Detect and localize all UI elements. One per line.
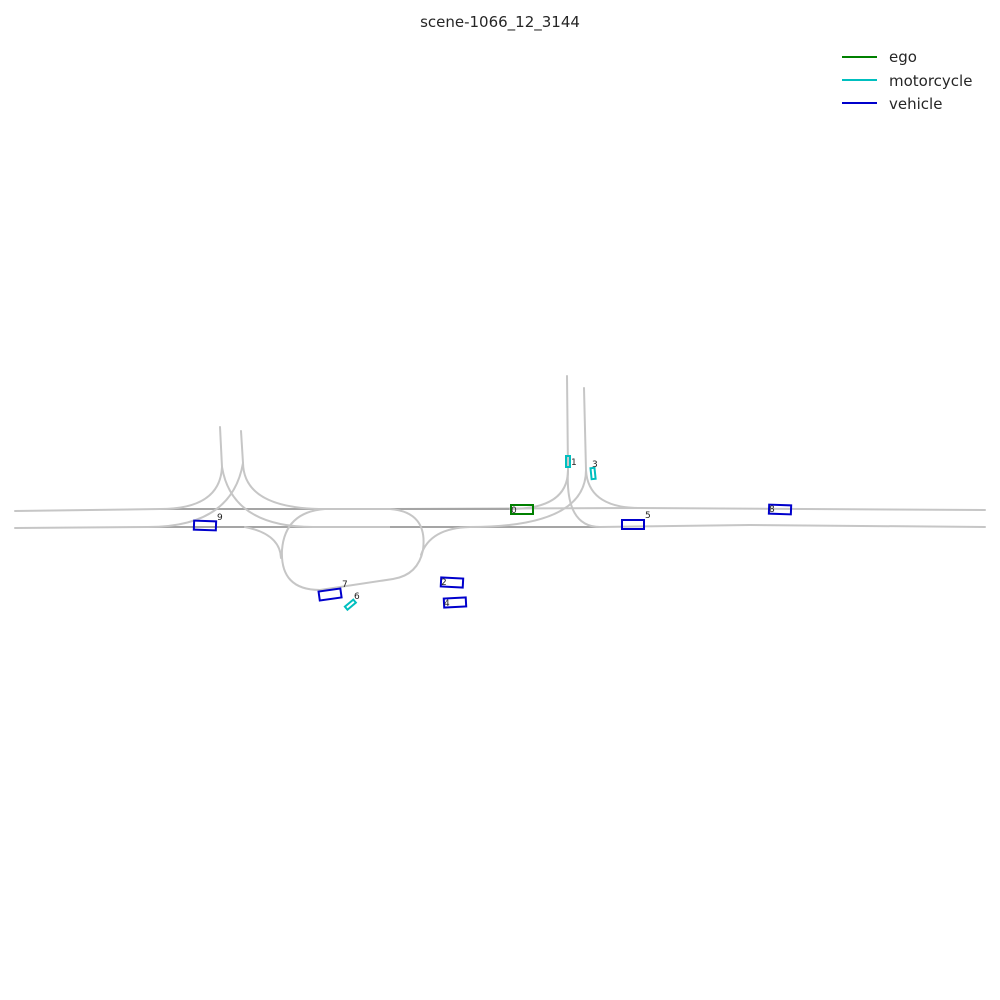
agent-box xyxy=(510,504,534,515)
legend-label: vehicle xyxy=(889,95,942,113)
agent-id-label: 1 xyxy=(571,458,577,468)
agent-id-label: 6 xyxy=(354,592,360,602)
lane-west-north-1 xyxy=(219,426,223,468)
agent-4[interactable]: 4 xyxy=(442,596,468,609)
agent-box xyxy=(192,519,218,532)
agent-box xyxy=(442,596,468,609)
lane-west-turn-c xyxy=(221,466,314,528)
agent-box xyxy=(565,455,571,468)
agent-2[interactable]: 2 xyxy=(439,576,465,589)
agent-box xyxy=(439,576,465,589)
agent-id-label: 2 xyxy=(441,578,447,588)
lane-east-turn-c xyxy=(566,469,601,528)
agent-id-label: 7 xyxy=(342,580,348,590)
agent-box xyxy=(767,503,793,516)
agent-box xyxy=(589,466,597,481)
agent-id-label: 5 xyxy=(645,511,651,521)
agent-1[interactable]: 1 xyxy=(565,455,577,468)
agents: 0 1 2 3 4 5 6 xyxy=(192,455,793,612)
lane-west-turn-b xyxy=(242,462,326,510)
lane-east-north-1 xyxy=(566,375,569,471)
agent-box xyxy=(343,598,358,612)
lane-east-turn-a xyxy=(509,469,569,510)
agent-3[interactable]: 3 xyxy=(589,460,598,481)
legend-label: ego xyxy=(889,48,917,66)
agent-7[interactable]: 7 xyxy=(317,580,348,602)
legend-item-vehicle: vehicle xyxy=(842,95,942,113)
lane-uturn-loop xyxy=(280,508,425,592)
legend-item-motorcycle: motorcycle xyxy=(842,72,972,90)
agent-box xyxy=(621,519,645,530)
lane-west-turn-a xyxy=(159,466,223,510)
agent-box xyxy=(317,587,343,602)
lane-upper-road xyxy=(14,506,986,512)
agent-id-label: 8 xyxy=(769,505,775,515)
scene-title: scene-1066_12_3144 xyxy=(420,13,580,32)
agent-id-label: 4 xyxy=(444,599,450,609)
agent-9[interactable]: 9 xyxy=(192,513,223,532)
lane-east-turn-d xyxy=(469,469,587,528)
agent-8[interactable]: 8 xyxy=(767,503,793,516)
agent-0[interactable]: 0 xyxy=(510,504,534,516)
agent-id-label: 9 xyxy=(217,513,223,523)
agent-id-label: 3 xyxy=(592,460,598,470)
lane-east-turn-b xyxy=(585,469,641,509)
lane-west-north-2 xyxy=(240,430,244,464)
lane-west-turn-d xyxy=(147,462,244,528)
agent-6[interactable]: 6 xyxy=(343,592,360,612)
lane-loop-east xyxy=(420,526,471,556)
legend-item-ego: ego xyxy=(842,48,917,66)
legend-label: motorcycle xyxy=(889,72,972,90)
legend: ego motorcycle vehicle xyxy=(842,48,972,113)
agent-5[interactable]: 5 xyxy=(621,511,651,530)
lane-loop-inner xyxy=(244,526,282,559)
agent-id-label: 0 xyxy=(511,506,517,516)
lane-east-north-2 xyxy=(583,387,587,471)
road-network xyxy=(14,375,986,592)
